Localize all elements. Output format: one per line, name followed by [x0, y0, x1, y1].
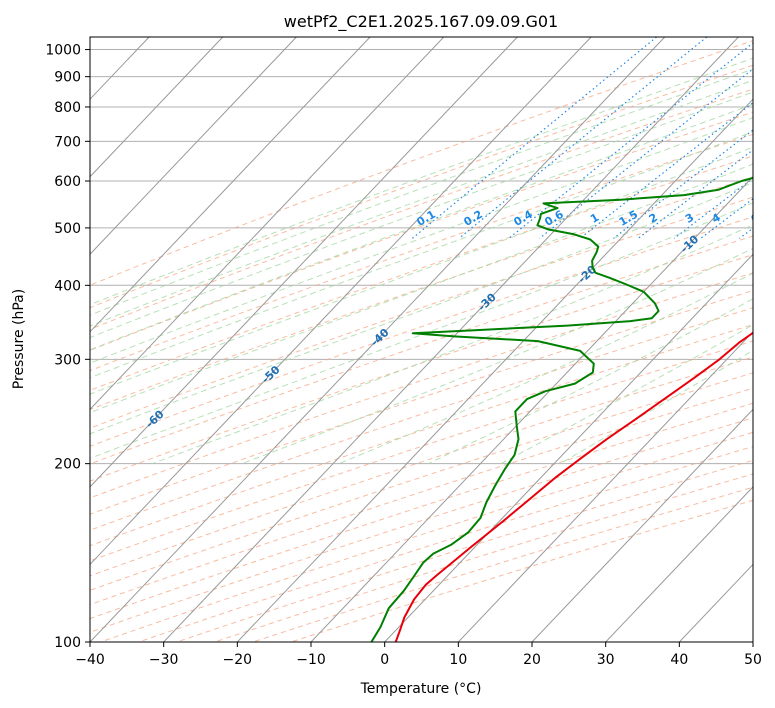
isotherm-gridline — [310, 176, 753, 642]
moist-adiabat — [90, 57, 753, 306]
isotherm-gridline — [90, 37, 592, 566]
moist-adiabat — [90, 116, 753, 364]
dry-adiabat — [90, 133, 753, 372]
plot-frame — [89, 36, 754, 643]
isotherm-gridline — [0, 37, 2, 642]
dry-adiabat — [176, 459, 753, 642]
isotherm-gridline — [678, 563, 753, 642]
moist-adiabat — [90, 131, 753, 379]
isotherm-gridline — [605, 486, 753, 642]
x-tick-label: 10 — [449, 652, 467, 668]
moist-adiabat — [90, 146, 753, 395]
mixing-ratio-line — [508, 42, 753, 239]
isotherm-gridline — [90, 37, 445, 411]
y-tick-label: 500 — [54, 221, 81, 237]
isotherm-gridline — [90, 37, 518, 488]
mixing-ratio-label: 3 — [683, 211, 696, 226]
mixing-ratio-label: 1.5 — [617, 208, 640, 229]
x-tick-label: 40 — [670, 652, 688, 668]
y-tick-label: 1000 — [45, 43, 81, 59]
mixing-ratio-label: 4 — [710, 211, 723, 226]
mixing-ratio-line — [739, 227, 753, 239]
isotherm-gridline — [90, 37, 297, 256]
isotherm-gridline — [163, 37, 739, 642]
mixing-ratio-line — [613, 129, 753, 239]
dry-adiabat — [90, 40, 753, 286]
dry-adiabat — [90, 64, 753, 309]
moist-adiabat — [90, 181, 753, 435]
dry-adiabat — [90, 289, 753, 515]
dewpoint-profile-line — [370, 176, 753, 642]
mixing-ratio-line — [768, 37, 775, 238]
isotherm-gridline — [531, 408, 753, 642]
chart-title: wetPf2_C2E1.2025.167.09.09.G01 — [284, 12, 558, 32]
x-tick-label: −20 — [223, 652, 253, 668]
mixing-ratio-line — [673, 177, 753, 239]
x-tick-label: −40 — [75, 652, 105, 668]
dry-adiabat — [90, 307, 753, 531]
mixing-ratio-label: 6 — [748, 211, 761, 226]
moist-adiabat — [338, 272, 753, 465]
y-tick-label: 900 — [54, 70, 81, 86]
y-axis: 100 200 300 400 500 600 700 800 900 1000 — [45, 43, 90, 651]
x-axis: −40 −30 −20 −10 0 10 20 30 40 50 — [75, 642, 762, 668]
moist-adiabat — [90, 91, 753, 339]
x-tick-label: −30 — [149, 652, 179, 668]
dry-adiabat — [90, 340, 753, 562]
moist-adiabat — [90, 202, 753, 459]
moist-adiabat — [90, 163, 753, 414]
mixing-ratio-label: 0.6 — [542, 208, 566, 229]
y-tick-label: 200 — [54, 457, 81, 473]
mixing-ratio-line — [458, 37, 708, 239]
y-tick-label: 800 — [54, 100, 81, 116]
isotherm-gridline — [90, 37, 666, 642]
isotherm-gridline — [752, 641, 753, 642]
dry-adiabat — [90, 196, 753, 429]
y-axis-title: Pressure (hPa) — [11, 289, 27, 389]
moist-adiabat — [152, 224, 753, 465]
y-tick-label: 700 — [54, 134, 81, 150]
dry-adiabat — [90, 417, 753, 633]
isotherm-label: -70 — [23, 456, 47, 479]
moist-adiabat — [500, 324, 753, 465]
y-tick-label: 600 — [54, 174, 81, 190]
isotherm-gridline — [384, 253, 753, 642]
moist-adiabat — [559, 349, 753, 465]
dry-adiabat — [90, 155, 753, 391]
moist-adiabat — [427, 298, 753, 465]
isotherm-gridline — [457, 331, 753, 642]
dry-adiabat — [90, 254, 753, 482]
x-tick-label: 30 — [597, 652, 615, 668]
mixing-ratio-line — [637, 149, 753, 239]
temperature-profile-line — [394, 331, 753, 642]
x-axis-title: Temperature (°C) — [360, 681, 482, 697]
x-tick-label: 50 — [744, 652, 762, 668]
mixing-ratio-line — [539, 68, 753, 239]
y-tick-label: 100 — [54, 635, 81, 651]
moist-adiabat — [90, 68, 753, 316]
isotherm-gridline — [90, 37, 371, 333]
isotherm-gridline — [90, 37, 224, 178]
x-tick-label: 20 — [523, 652, 541, 668]
x-tick-label: 0 — [380, 652, 389, 668]
plot-area: 0.10.20.40.611.52346810131620253036-100-… — [0, 37, 775, 642]
dry-adiabat — [90, 387, 753, 606]
dry-adiabat — [90, 111, 753, 351]
y-tick-label: 300 — [54, 352, 81, 368]
mixing-ratio-label: 0.4 — [512, 208, 536, 229]
moist-adiabat — [90, 103, 753, 351]
mixing-ratio-line — [411, 37, 657, 239]
x-tick-label: −10 — [296, 652, 326, 668]
dry-adiabat — [290, 499, 753, 642]
y-tick-label: 400 — [54, 278, 81, 294]
